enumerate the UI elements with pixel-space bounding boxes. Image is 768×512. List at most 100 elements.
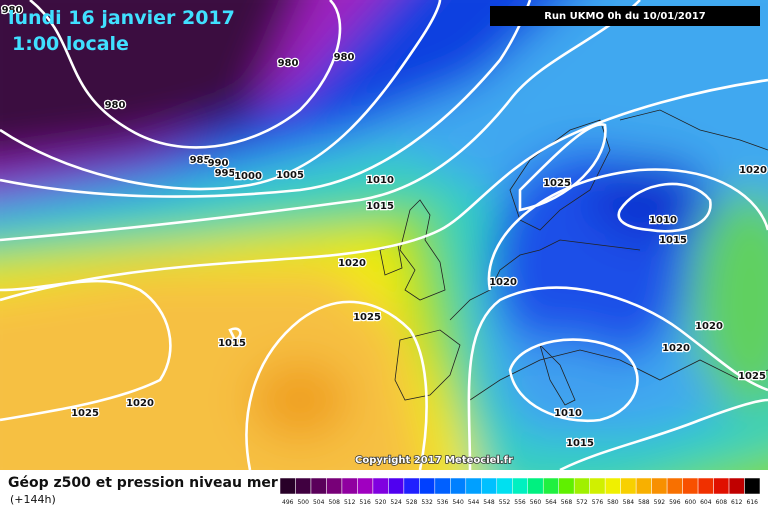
scale-swatch bbox=[465, 477, 482, 495]
scale-label: 496 bbox=[282, 499, 294, 506]
scale-label: 532 bbox=[421, 499, 433, 506]
scale-swatch bbox=[357, 477, 374, 495]
scale-label: 516 bbox=[359, 499, 371, 506]
scale-label: 584 bbox=[623, 499, 635, 506]
isobars bbox=[0, 0, 768, 470]
scale-swatch bbox=[744, 477, 761, 495]
run-box bbox=[490, 6, 760, 26]
scale-swatch bbox=[589, 477, 606, 495]
scale-swatch bbox=[620, 477, 637, 495]
scale-label: 604 bbox=[700, 499, 712, 506]
isobar-label: 1015 bbox=[566, 438, 594, 449]
scale-label: 548 bbox=[483, 499, 495, 506]
scale-label: 564 bbox=[545, 499, 557, 506]
scale-label: 524 bbox=[390, 499, 402, 506]
scale-label: 508 bbox=[328, 499, 340, 506]
scale-label: 576 bbox=[592, 499, 604, 506]
isobar-label: 1020 bbox=[489, 277, 517, 288]
isobar-label: 1015 bbox=[366, 201, 394, 212]
scale-swatch bbox=[434, 477, 451, 495]
isobar-label: 980 bbox=[105, 100, 126, 111]
isobar-label: 980 bbox=[2, 5, 23, 16]
scale-swatch bbox=[512, 477, 528, 495]
isobar-label: 1020 bbox=[695, 321, 723, 332]
scale-label: 588 bbox=[638, 499, 650, 506]
isobar-label: 1015 bbox=[218, 338, 246, 349]
scale-swatch bbox=[279, 477, 296, 495]
isobar-label: 1020 bbox=[338, 258, 366, 269]
scale-label: 520 bbox=[375, 499, 387, 506]
isobar-label: 1000 bbox=[234, 171, 262, 182]
isobar-label: 1020 bbox=[126, 398, 154, 409]
scale-label: 552 bbox=[499, 499, 511, 506]
scale-swatch bbox=[542, 477, 559, 495]
scale-swatch bbox=[481, 477, 498, 495]
scale-swatch bbox=[450, 477, 467, 495]
isobar-label: 990 bbox=[208, 158, 229, 169]
scale-label: 512 bbox=[344, 499, 356, 506]
scale-swatch bbox=[372, 477, 389, 495]
isobar-label: 1010 bbox=[554, 408, 582, 419]
scale-swatch bbox=[635, 477, 652, 495]
scale-label: 612 bbox=[731, 499, 743, 506]
isobar-label: 1025 bbox=[71, 408, 99, 419]
scale-label: 536 bbox=[437, 499, 449, 506]
isobar-label: 1020 bbox=[662, 343, 690, 354]
scale-swatch bbox=[326, 477, 343, 495]
scale-swatch bbox=[341, 477, 358, 495]
scale-swatch bbox=[573, 477, 590, 495]
scale-label: 556 bbox=[514, 499, 526, 506]
scale-swatch bbox=[295, 477, 312, 495]
scale-label: 600 bbox=[685, 499, 697, 506]
scale-swatch bbox=[713, 477, 730, 495]
scale-label: 608 bbox=[716, 499, 728, 506]
scale-label: 572 bbox=[576, 499, 588, 506]
legend-lead: (+144h) bbox=[10, 493, 56, 506]
scale-swatch bbox=[666, 477, 683, 495]
scale-label: 596 bbox=[669, 499, 681, 506]
scale-swatch bbox=[310, 477, 327, 495]
isobar-label: 1020 bbox=[739, 165, 767, 176]
isobar-label: 1025 bbox=[543, 178, 571, 189]
scale-swatch bbox=[651, 477, 668, 495]
subtitle: 1:00 locale bbox=[12, 33, 129, 55]
scale-swatch bbox=[682, 477, 699, 495]
isobar-label: 1010 bbox=[649, 215, 677, 226]
coastlines bbox=[379, 109, 768, 406]
scale-swatch bbox=[604, 477, 621, 495]
copyright: Copyright 2017 Meteociel.fr bbox=[355, 455, 513, 466]
scale-label: 592 bbox=[654, 499, 666, 506]
scale-label: 544 bbox=[468, 499, 480, 506]
isobar-label: 985 bbox=[190, 155, 211, 166]
scale-label: 568 bbox=[561, 499, 573, 506]
scale-label: 504 bbox=[313, 499, 325, 506]
isobar-label: 1025 bbox=[353, 312, 381, 323]
isobar-label: 1025 bbox=[738, 371, 766, 382]
scale-label: 540 bbox=[452, 499, 464, 506]
scale-label: 560 bbox=[530, 499, 542, 506]
scale-label: 616 bbox=[747, 499, 759, 506]
legend-title: Géop z500 et pression niveau mer bbox=[8, 475, 278, 491]
isobar-label: 995 bbox=[215, 168, 236, 179]
scale-swatch bbox=[403, 477, 420, 495]
scale-swatch bbox=[388, 477, 405, 495]
scale-swatch bbox=[419, 477, 436, 495]
scale-swatch bbox=[496, 477, 513, 495]
scale-swatch bbox=[527, 477, 544, 495]
color-scale: 496 500 504 508 512 516 520 524 528 532 536 540 544 5… bbox=[279, 477, 761, 506]
scale-label: 580 bbox=[607, 499, 619, 506]
isobar-label: 980 bbox=[278, 58, 299, 69]
scale-label: 500 bbox=[297, 499, 309, 506]
isobar-label: 980 bbox=[334, 52, 355, 63]
scale-swatch bbox=[697, 477, 714, 495]
isobar-label: 1010 bbox=[366, 175, 394, 186]
scale-swatch bbox=[728, 477, 745, 495]
scale-label: 528 bbox=[406, 499, 418, 506]
isobar-label: 1005 bbox=[276, 170, 304, 181]
scale-swatch bbox=[558, 477, 575, 495]
isobar-label: 1015 bbox=[659, 235, 687, 246]
